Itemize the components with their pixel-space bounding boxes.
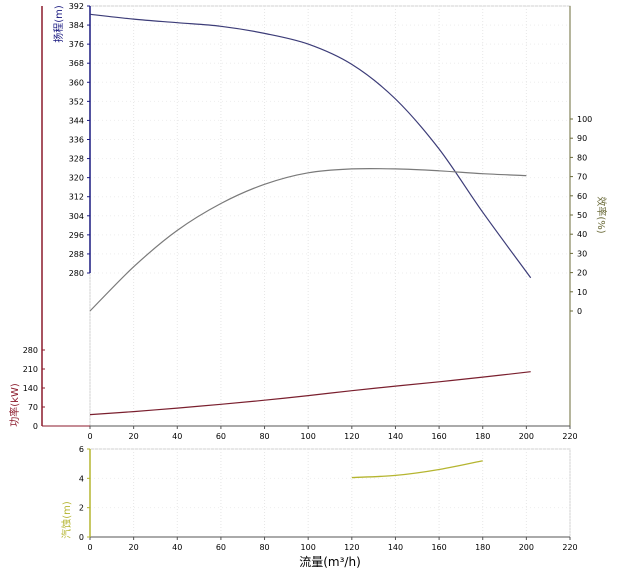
top-x-tick-label: 160 bbox=[431, 432, 446, 441]
npsh-axis-title: 汽蚀(m) bbox=[60, 501, 73, 539]
npsh-tick-label: 2 bbox=[79, 504, 84, 513]
efficiency-tick-label: 80 bbox=[577, 153, 587, 162]
head-tick-label: 352 bbox=[69, 97, 84, 106]
efficiency-tick-label: 40 bbox=[577, 230, 587, 239]
power-tick-label: 280 bbox=[23, 346, 38, 355]
top-x-tick-label: 60 bbox=[216, 432, 226, 441]
efficiency-tick-label: 90 bbox=[577, 134, 587, 143]
top-x-tick-label: 80 bbox=[259, 432, 269, 441]
bottom-x-tick-label: 220 bbox=[562, 543, 577, 552]
top-x-tick-label: 200 bbox=[519, 432, 534, 441]
power-axis-title: 功率(kW) bbox=[8, 383, 21, 427]
npsh-tick-label: 6 bbox=[79, 445, 84, 454]
head-tick-label: 288 bbox=[69, 250, 84, 259]
head-tick-label: 320 bbox=[69, 174, 84, 183]
head-tick-label: 384 bbox=[69, 21, 84, 30]
efficiency-tick-label: 30 bbox=[577, 249, 587, 258]
power-tick-label: 0 bbox=[33, 422, 38, 431]
bottom-x-tick-label: 0 bbox=[87, 543, 92, 552]
head-tick-label: 392 bbox=[69, 2, 84, 11]
top-x-tick-label: 220 bbox=[562, 432, 577, 441]
efficiency-tick-label: 20 bbox=[577, 269, 587, 278]
power-series-line bbox=[89, 371, 531, 416]
head-tick-label: 368 bbox=[69, 59, 84, 68]
grid-layer bbox=[89, 5, 571, 538]
efficiency-tick-label: 50 bbox=[577, 211, 587, 220]
head-tick-label: 360 bbox=[69, 78, 84, 87]
head-axis-title: 扬程(m) bbox=[52, 5, 65, 43]
bottom-x-tick-label: 160 bbox=[431, 543, 446, 552]
top-x-tick-label: 180 bbox=[475, 432, 490, 441]
efficiency-tick-label: 70 bbox=[577, 173, 587, 182]
efficiency-tick-label: 100 bbox=[577, 115, 592, 124]
head-tick-label: 344 bbox=[69, 116, 84, 125]
x-axis-title: 流量(m³/h) bbox=[299, 555, 361, 569]
top-x-tick-label: 0 bbox=[87, 432, 92, 441]
axes-layer bbox=[41, 5, 573, 540]
power-tick-label: 210 bbox=[23, 365, 38, 374]
efficiency-tick-label: 10 bbox=[577, 288, 587, 297]
npsh-tick-label: 0 bbox=[79, 533, 84, 542]
npsh-series-line bbox=[351, 460, 483, 479]
power-tick-label: 70 bbox=[28, 403, 38, 412]
top-x-tick-label: 100 bbox=[301, 432, 316, 441]
top-x-tick-label: 120 bbox=[344, 432, 359, 441]
bottom-x-tick-label: 140 bbox=[388, 543, 403, 552]
bottom-x-tick-label: 40 bbox=[172, 543, 182, 552]
labels-layer: 扬程(m) 效率(%) 功率(kW) 汽蚀(m) 流量(m³/h) 0 20 40 6… bbox=[8, 2, 608, 569]
head-tick-label: 280 bbox=[69, 269, 84, 278]
bottom-x-tick-label: 60 bbox=[216, 543, 226, 552]
bottom-x-tick-label: 200 bbox=[519, 543, 534, 552]
efficiency-series-line bbox=[89, 167, 527, 312]
top-x-tick-label: 40 bbox=[172, 432, 182, 441]
efficiency-axis-title: 效率(%) bbox=[595, 196, 608, 233]
npsh-tick-label: 4 bbox=[79, 474, 84, 483]
head-tick-label: 376 bbox=[69, 40, 84, 49]
top-x-tick-label: 140 bbox=[388, 432, 403, 441]
top-x-tick-label: 20 bbox=[129, 432, 139, 441]
bottom-x-tick-label: 20 bbox=[129, 543, 139, 552]
head-tick-label: 312 bbox=[69, 193, 84, 202]
head-tick-label: 296 bbox=[69, 231, 84, 240]
series-layer bbox=[89, 13, 532, 479]
head-tick-label: 328 bbox=[69, 155, 84, 164]
bottom-x-tick-label: 100 bbox=[301, 543, 316, 552]
head-series-line bbox=[89, 13, 532, 279]
efficiency-tick-label: 0 bbox=[577, 307, 582, 316]
head-tick-label: 336 bbox=[69, 136, 84, 145]
bottom-x-tick-label: 180 bbox=[475, 543, 490, 552]
head-tick-label: 304 bbox=[69, 212, 84, 221]
power-tick-label: 140 bbox=[23, 384, 38, 393]
efficiency-tick-label: 60 bbox=[577, 192, 587, 201]
bottom-x-tick-label: 120 bbox=[344, 543, 359, 552]
bottom-plot-frame bbox=[89, 448, 571, 538]
bottom-x-tick-label: 80 bbox=[259, 543, 269, 552]
